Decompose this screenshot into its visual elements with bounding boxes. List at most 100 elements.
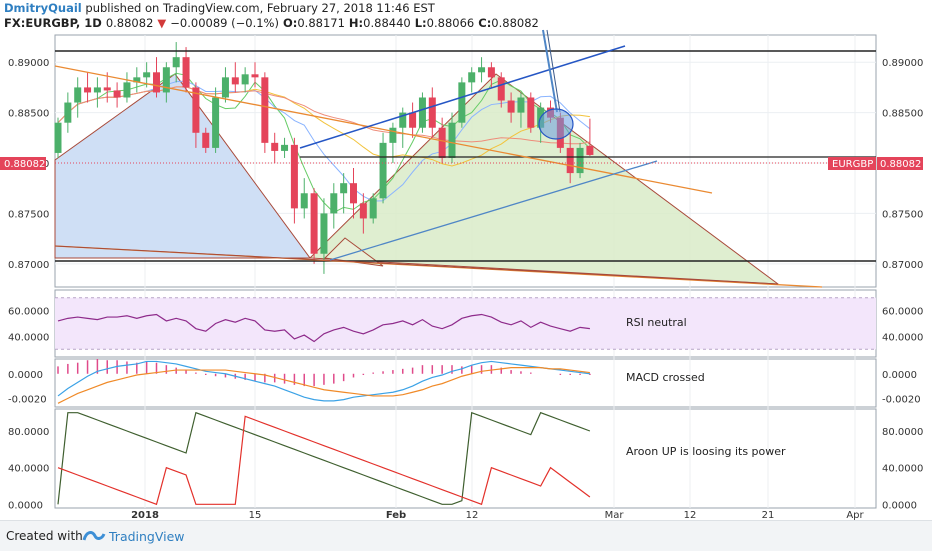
trading-chart[interactable]: 0.890000.890000.885000.885000.880000.880… — [0, 0, 932, 520]
low-label: L: — [414, 16, 427, 30]
last-price: 0.88082 — [105, 16, 154, 30]
candle-body — [310, 193, 318, 254]
time-tick-label: Apr — [846, 510, 864, 520]
candle-body — [182, 57, 190, 88]
footer: Created with TradingView — [0, 520, 932, 551]
arrow-line — [542, 29, 558, 113]
macd-label: MACD crossed — [626, 371, 705, 384]
aroon-down-line — [57, 415, 591, 506]
candle-body — [468, 72, 476, 83]
candle-body — [231, 77, 239, 85]
time-tick-label: Feb — [386, 510, 406, 520]
trendline-orange-upper — [54, 65, 713, 194]
candle-body — [340, 183, 348, 194]
open-label: O: — [282, 16, 298, 30]
open-value: 0.88171 — [297, 16, 345, 30]
rsi-tick-right: 40.0000 — [882, 332, 923, 343]
candle-body — [527, 97, 535, 128]
candle-body — [300, 193, 308, 209]
trendline-red-lower — [54, 245, 779, 285]
rsi-pane — [55, 297, 876, 350]
candle-body — [103, 87, 111, 91]
highlight-ellipse — [538, 108, 574, 140]
moving-average-line — [57, 86, 590, 145]
created-with-text: Created with — [6, 529, 83, 543]
tradingview-brand[interactable]: TradingView — [109, 529, 185, 544]
candle-body — [350, 183, 357, 204]
macd-tick-left: -0.0020 — [8, 394, 47, 405]
candle-body — [458, 82, 466, 123]
aroon-label: Aroon UP is loosing its power — [626, 445, 786, 458]
candle-body — [64, 102, 72, 123]
candle-body — [290, 144, 298, 209]
candle-body — [113, 90, 121, 98]
publish-text: published on TradingView.com, February 2… — [85, 1, 435, 15]
candle-body — [507, 100, 515, 113]
drawings-background — [54, 73, 780, 285]
candle-body — [54, 122, 62, 153]
time-tick-label: 12 — [466, 510, 479, 520]
arrow-line-2 — [546, 29, 561, 113]
aroon-tick-left: 80.0000 — [8, 427, 49, 438]
candle-body — [438, 127, 446, 158]
price-tick-right: 0.87000 — [882, 260, 923, 271]
macd-signal-line — [57, 367, 590, 404]
candle-body — [418, 97, 426, 128]
time-tick-label: 15 — [249, 510, 262, 520]
candles[interactable] — [54, 42, 594, 274]
close-value: 0.88082 — [491, 16, 539, 30]
candle-body — [478, 67, 486, 73]
trendline-blue-lower — [329, 160, 658, 261]
candle-body — [162, 67, 170, 93]
candle-body — [192, 87, 200, 133]
time-tick-label: Mar — [605, 510, 625, 520]
candle-body — [143, 72, 151, 78]
high-label: H: — [348, 16, 364, 30]
trendline-blue-upper — [299, 45, 626, 149]
aroon-tick-left: 40.0000 — [8, 464, 49, 475]
rsi-tick-left: 40.0000 — [8, 332, 49, 343]
aroon-tick-right: 40.0000 — [882, 464, 923, 475]
candle-body — [123, 82, 131, 98]
candle-body — [212, 97, 220, 148]
change-value: −0.00089 (−0.1%) — [170, 16, 279, 30]
candle-body — [517, 97, 525, 113]
high-value: 0.88440 — [363, 16, 411, 30]
author-name[interactable]: DmitryQuail — [4, 1, 82, 15]
candle-body — [261, 77, 269, 143]
aroon-tick-right: 0.0000 — [882, 500, 917, 511]
price-tick-left: 0.89000 — [8, 58, 49, 69]
candle-body — [153, 72, 160, 93]
price-tick-left: 0.87000 — [8, 260, 49, 271]
price-tag-right-text: 0.88082 — [880, 159, 921, 170]
low-value: 0.88066 — [426, 16, 475, 30]
candle-body — [330, 193, 338, 214]
tradingview-logo-icon[interactable] — [82, 528, 106, 544]
candle-body — [487, 67, 495, 78]
candle-body — [281, 144, 289, 151]
macd-tick-left: 0.0000 — [8, 370, 43, 381]
rsi-label: RSI neutral — [626, 316, 687, 329]
candle-body — [84, 87, 92, 93]
rsi-line — [57, 313, 590, 343]
macd-tick-right: 0.0000 — [882, 370, 917, 381]
candle-body — [133, 77, 141, 83]
rsi-tick-left: 60.0000 — [8, 307, 49, 318]
time-tick-label: 21 — [762, 510, 775, 520]
candle-body — [576, 147, 584, 174]
symbol: FX:EURGBP, 1D — [4, 16, 102, 30]
candle-body — [497, 77, 505, 101]
close-label: C: — [478, 16, 492, 30]
rsi-band — [55, 297, 876, 350]
price-tag-left-text: 0.88082 — [4, 159, 45, 170]
macd-pane — [57, 359, 591, 404]
candle-body — [172, 57, 180, 68]
macd-line — [57, 360, 590, 402]
price-tag-right: EURGBP 0.88082 — [828, 157, 923, 170]
candle-body — [389, 127, 397, 143]
candle-body — [320, 213, 328, 254]
price-tick-left: 0.87500 — [8, 209, 49, 220]
candle-body — [221, 77, 229, 98]
price-tick-right: 0.87500 — [882, 209, 923, 220]
axes: 0.890000.890000.885000.885000.880000.880… — [8, 58, 923, 520]
